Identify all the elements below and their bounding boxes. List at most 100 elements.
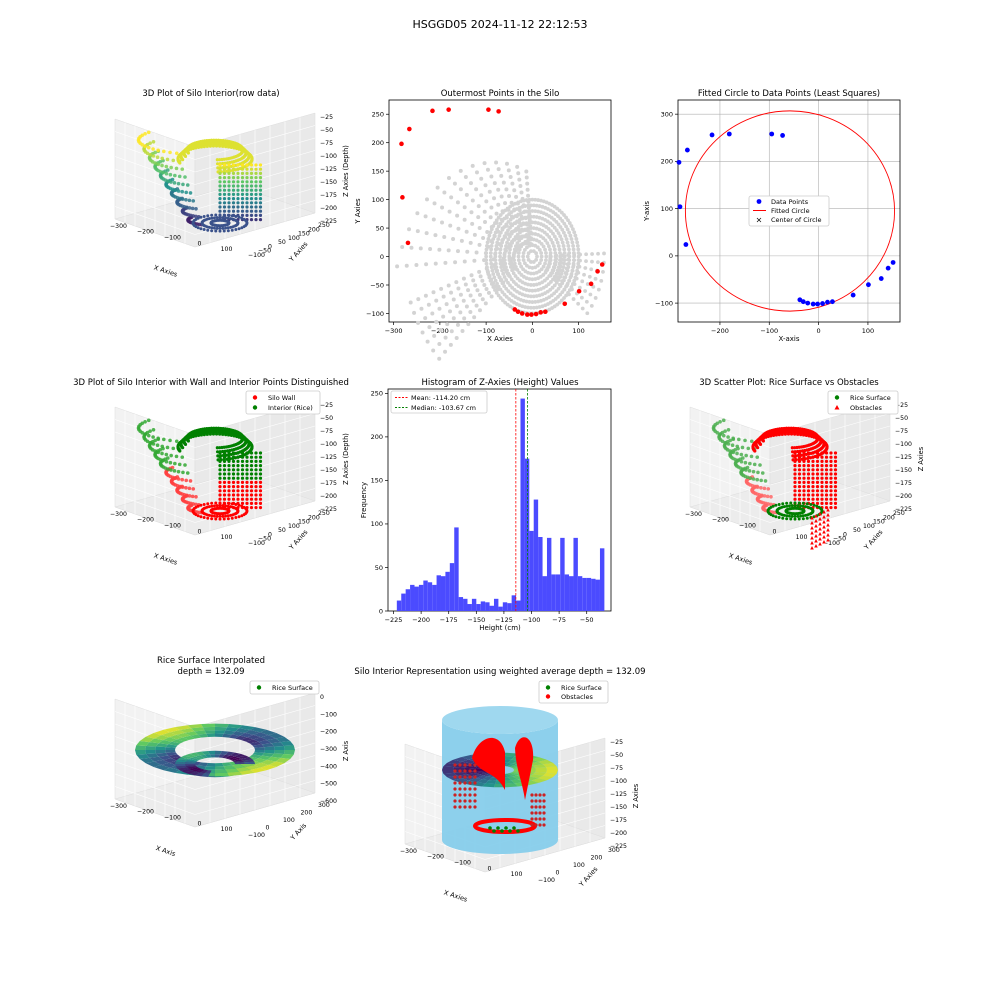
p2-grey-point <box>529 271 533 276</box>
p7-xtick-label-2: −100 <box>164 815 181 822</box>
p4-point <box>214 432 219 436</box>
p2-grey-point <box>506 168 511 173</box>
p8-obstacle-point <box>453 781 457 785</box>
p3-data-point <box>677 204 683 210</box>
p6-obstacle <box>826 508 830 512</box>
p2-grey-point <box>428 247 433 252</box>
p8-obstacle-point <box>468 787 472 791</box>
p7-surface-patch <box>145 733 162 739</box>
p1-point <box>254 184 258 188</box>
p6-legend: Rice Surface Obstacles <box>827 390 899 415</box>
p1-point <box>254 163 258 167</box>
p4-ytick-label-4: 100 <box>288 523 300 530</box>
p6-point <box>793 504 797 508</box>
p7-surface-patch <box>223 730 236 735</box>
p6-point <box>739 452 744 457</box>
p1-ytick-label-3: 50 <box>278 239 286 246</box>
p8-legend-obstacle-marker <box>545 694 551 699</box>
p4-point <box>212 514 216 518</box>
p2-grey-point <box>533 243 538 248</box>
p6-ztick-label-1: −50 <box>895 415 908 422</box>
p2-grey-point <box>480 278 485 283</box>
p4-point <box>155 443 160 448</box>
p8-obstacle-point <box>473 805 477 809</box>
p6-point <box>766 487 771 491</box>
p2-grey-point <box>525 254 530 259</box>
p6-point <box>715 430 720 435</box>
p1-point <box>210 226 214 230</box>
p6-point <box>833 493 838 497</box>
p2-grey-point <box>526 305 530 310</box>
p4-point <box>258 464 263 468</box>
p8-obstacle-point <box>463 781 467 785</box>
p2-grey-point <box>474 303 479 308</box>
p2-grey-point <box>484 251 489 255</box>
p7-surface-patch <box>225 751 235 756</box>
p4-point <box>258 489 263 493</box>
p2-grey-point <box>530 197 535 202</box>
p1-point <box>227 167 231 171</box>
p2-grey-point <box>584 299 589 304</box>
p7-surface-patch <box>274 745 285 750</box>
p1-point <box>254 213 258 217</box>
p2-grey-point <box>530 243 535 248</box>
p2-grey-point <box>576 261 581 266</box>
p1-point <box>181 182 185 187</box>
p7-surface-patch <box>171 739 185 744</box>
p3-legend-data-marker <box>756 199 762 204</box>
p4-point <box>227 480 231 484</box>
p4-point <box>222 459 227 463</box>
p7-surface-patch <box>218 754 226 758</box>
p6-point <box>802 472 806 476</box>
p6-obstacle <box>814 539 818 543</box>
p1-point <box>245 184 249 188</box>
p4-point <box>187 486 192 491</box>
p8-obstacle-point <box>458 793 462 797</box>
p1-point <box>187 206 192 210</box>
p4-point <box>218 468 222 472</box>
p2-grey-point <box>440 205 445 210</box>
p3-xtick-label-0: −200 <box>711 327 729 335</box>
p6-point <box>796 432 800 436</box>
p4-point <box>226 501 230 505</box>
p2-grey-point <box>446 248 451 253</box>
p2-grey-point <box>448 223 453 228</box>
p8-obstacle-point <box>463 769 467 773</box>
p8-obstacle-point <box>458 769 462 773</box>
p7-surface-patch <box>139 757 155 764</box>
p6-point <box>811 451 815 455</box>
p6-ztick-label-5: −150 <box>895 467 912 474</box>
p1-point <box>218 180 222 184</box>
p2-grey-point <box>523 293 528 298</box>
p2-grey-point <box>496 202 501 207</box>
p8-rice-point <box>508 829 512 833</box>
p2-grey-point <box>531 226 536 231</box>
p7-surface-patch <box>254 747 265 750</box>
p3-data-point <box>676 159 682 165</box>
p6-obstacle <box>822 540 826 544</box>
p2-outer-point <box>543 309 548 315</box>
p8-obstacle-point <box>534 817 538 821</box>
p2-grey-point <box>521 298 526 303</box>
p7-xlabel: X Axis <box>155 844 177 858</box>
p4-point <box>206 502 210 506</box>
p2-grey-point <box>533 220 538 225</box>
p5-xtick-label-0: −225 <box>385 616 403 624</box>
p2-grey-point <box>508 265 513 269</box>
p2-grey-point <box>449 195 454 200</box>
p7-surface-patch <box>202 726 215 731</box>
p1-point <box>214 213 218 217</box>
p4-point <box>237 515 241 519</box>
p4-point <box>249 489 254 493</box>
p2-grey-point <box>504 278 509 282</box>
p4-point <box>224 514 228 518</box>
p2-grey-point <box>535 263 540 268</box>
p8-xtick-label-0: −300 <box>400 848 417 855</box>
p6-obstacle <box>826 518 830 522</box>
p2-grey-point <box>519 244 524 249</box>
p1-point <box>222 167 227 171</box>
p6-point <box>806 468 811 472</box>
p4-point <box>218 504 222 508</box>
p1-point <box>148 152 152 157</box>
p2-grey-point <box>602 251 606 256</box>
